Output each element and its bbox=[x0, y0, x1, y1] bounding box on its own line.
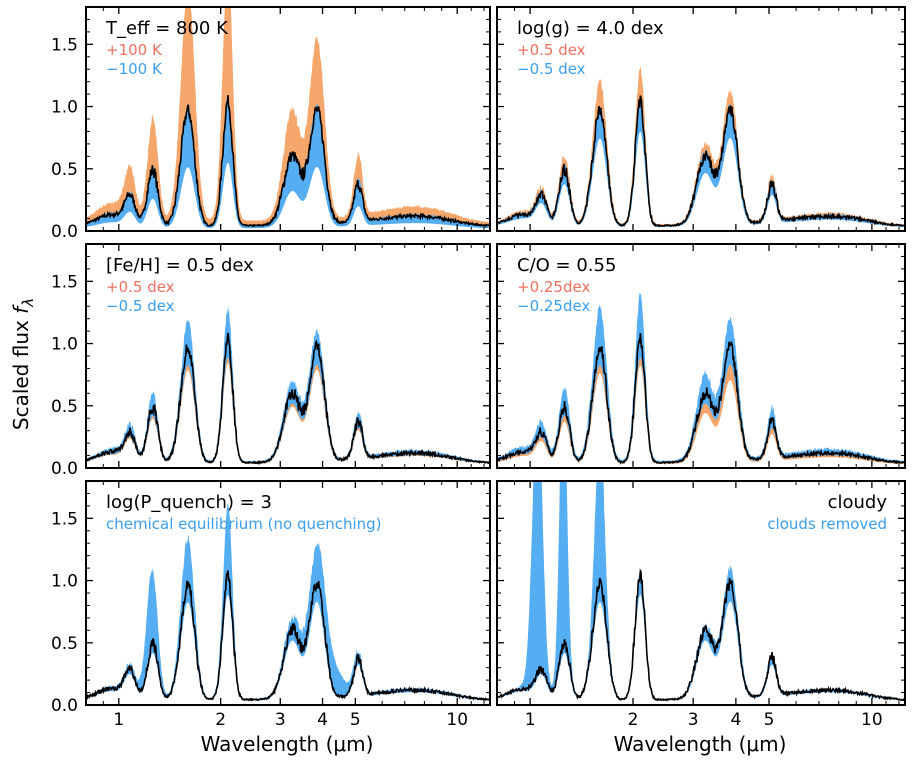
plot-area-cloudy bbox=[497, 481, 905, 702]
panel-feh: 0.0 0.5 1.0 1.5 [Fe/H] = 0.5 dex +0.5 dex−0.5… bbox=[51, 243, 491, 479]
panel-pquench: 1 2 3 4 5 10 0.0 0.5 1.0 1.5 log(P_quench) = 3 chem… bbox=[51, 480, 491, 730]
y-tick-label: 1.5 bbox=[51, 35, 78, 55]
series-model-pquench bbox=[86, 570, 490, 702]
panel-label-feh: [Fe/H] = 0.5 dex bbox=[106, 255, 254, 276]
y-tick-label: 1.0 bbox=[51, 335, 78, 355]
plot-area-logg bbox=[497, 66, 905, 228]
plot-area-feh bbox=[86, 304, 490, 466]
series-plus-teff bbox=[86, 7, 490, 227]
series-minus-feh bbox=[86, 304, 490, 464]
series-model-co bbox=[497, 333, 905, 465]
panel-label-co: C/O = 0.55 bbox=[517, 255, 616, 276]
plus-label-feh: +0.5 dex bbox=[106, 278, 175, 296]
panel-label-teff: T_eff = 800 K bbox=[105, 18, 229, 39]
panel-label-pquench: log(P_quench) = 3 bbox=[106, 492, 272, 513]
panel-logg: log(g) = 4.0 dex +0.5 dex−0.5 dex bbox=[496, 6, 906, 232]
x-tick-label: 4 bbox=[730, 710, 741, 730]
series-minus-logg bbox=[497, 95, 905, 227]
panel-label-logg: log(g) = 4.0 dex bbox=[517, 18, 664, 39]
x-tick-label: 5 bbox=[350, 710, 361, 730]
x-tick-label: 3 bbox=[275, 710, 286, 730]
panels-group: 0.0 0.5 1.0 1.5 T_eff = 800 K +100 K−100 K log… bbox=[51, 6, 906, 730]
x-tick-label: 2 bbox=[215, 710, 226, 730]
x-tick-label: 1 bbox=[113, 710, 124, 730]
minus-label-logg: −0.5 dex bbox=[517, 60, 586, 78]
y-axis-title: Scaled flux fλ bbox=[9, 298, 37, 430]
series-minus-pquench bbox=[86, 502, 490, 701]
x-tick-label: 5 bbox=[764, 710, 775, 730]
x-tick-label: 1 bbox=[525, 710, 536, 730]
y-tick-label: 0.0 bbox=[51, 222, 78, 242]
x-tick-label: 4 bbox=[317, 710, 328, 730]
minus-label-pquench: chemical equilibrium (no quenching) bbox=[106, 515, 382, 533]
plus-label-logg: +0.5 dex bbox=[517, 41, 586, 59]
plus-label-teff: +100 K bbox=[106, 41, 163, 59]
minus-label-feh: −0.5 dex bbox=[106, 297, 175, 315]
y-tick-label: 0.0 bbox=[51, 459, 78, 479]
plot-area-teff bbox=[86, 7, 490, 229]
x-tick-label: 3 bbox=[688, 710, 699, 730]
panel-label-cloudy: cloudy bbox=[828, 492, 888, 513]
y-tick-label: 0.0 bbox=[51, 696, 78, 716]
y-tick-label: 1.0 bbox=[51, 572, 78, 592]
series-model-feh bbox=[86, 332, 490, 466]
y-tick-label: 1.5 bbox=[51, 509, 78, 529]
y-tick-label: 0.5 bbox=[51, 634, 78, 654]
y-tick-label: 1.5 bbox=[51, 272, 78, 292]
y-tick-label: 0.5 bbox=[51, 397, 78, 417]
panel-co: C/O = 0.55 +0.25dex−0.25dex bbox=[496, 243, 906, 469]
panel-teff: 0.0 0.5 1.0 1.5 T_eff = 800 K +100 K−100 K bbox=[51, 6, 491, 242]
series-model-logg bbox=[497, 95, 905, 228]
y-tick-label: 1.0 bbox=[51, 98, 78, 118]
x-tick-label: 2 bbox=[628, 710, 639, 730]
panel-cloudy: 1 2 3 4 5 10 cloudy clouds removed bbox=[496, 480, 906, 730]
y-tick-label: 0.5 bbox=[51, 160, 78, 180]
x-tick-label: 10 bbox=[446, 710, 468, 730]
x-axis-title-right: Wavelength (μm) bbox=[614, 732, 787, 756]
minus-label-teff: −100 K bbox=[106, 60, 163, 78]
minus-label-cloudy: clouds removed bbox=[767, 515, 887, 533]
series-minus-cloudy bbox=[497, 481, 905, 701]
x-tick-label: 10 bbox=[861, 710, 883, 730]
plot-area-co bbox=[497, 292, 905, 465]
plus-label-co: +0.25dex bbox=[517, 278, 590, 296]
plot-area-pquench bbox=[86, 502, 490, 702]
series-minus-teff bbox=[86, 97, 490, 229]
series-minus-co bbox=[497, 292, 905, 464]
minus-label-co: −0.25dex bbox=[517, 297, 590, 315]
series-model-teff bbox=[86, 95, 490, 228]
x-axis-title-left: Wavelength (μm) bbox=[201, 732, 374, 756]
series-model-cloudy bbox=[497, 568, 905, 702]
